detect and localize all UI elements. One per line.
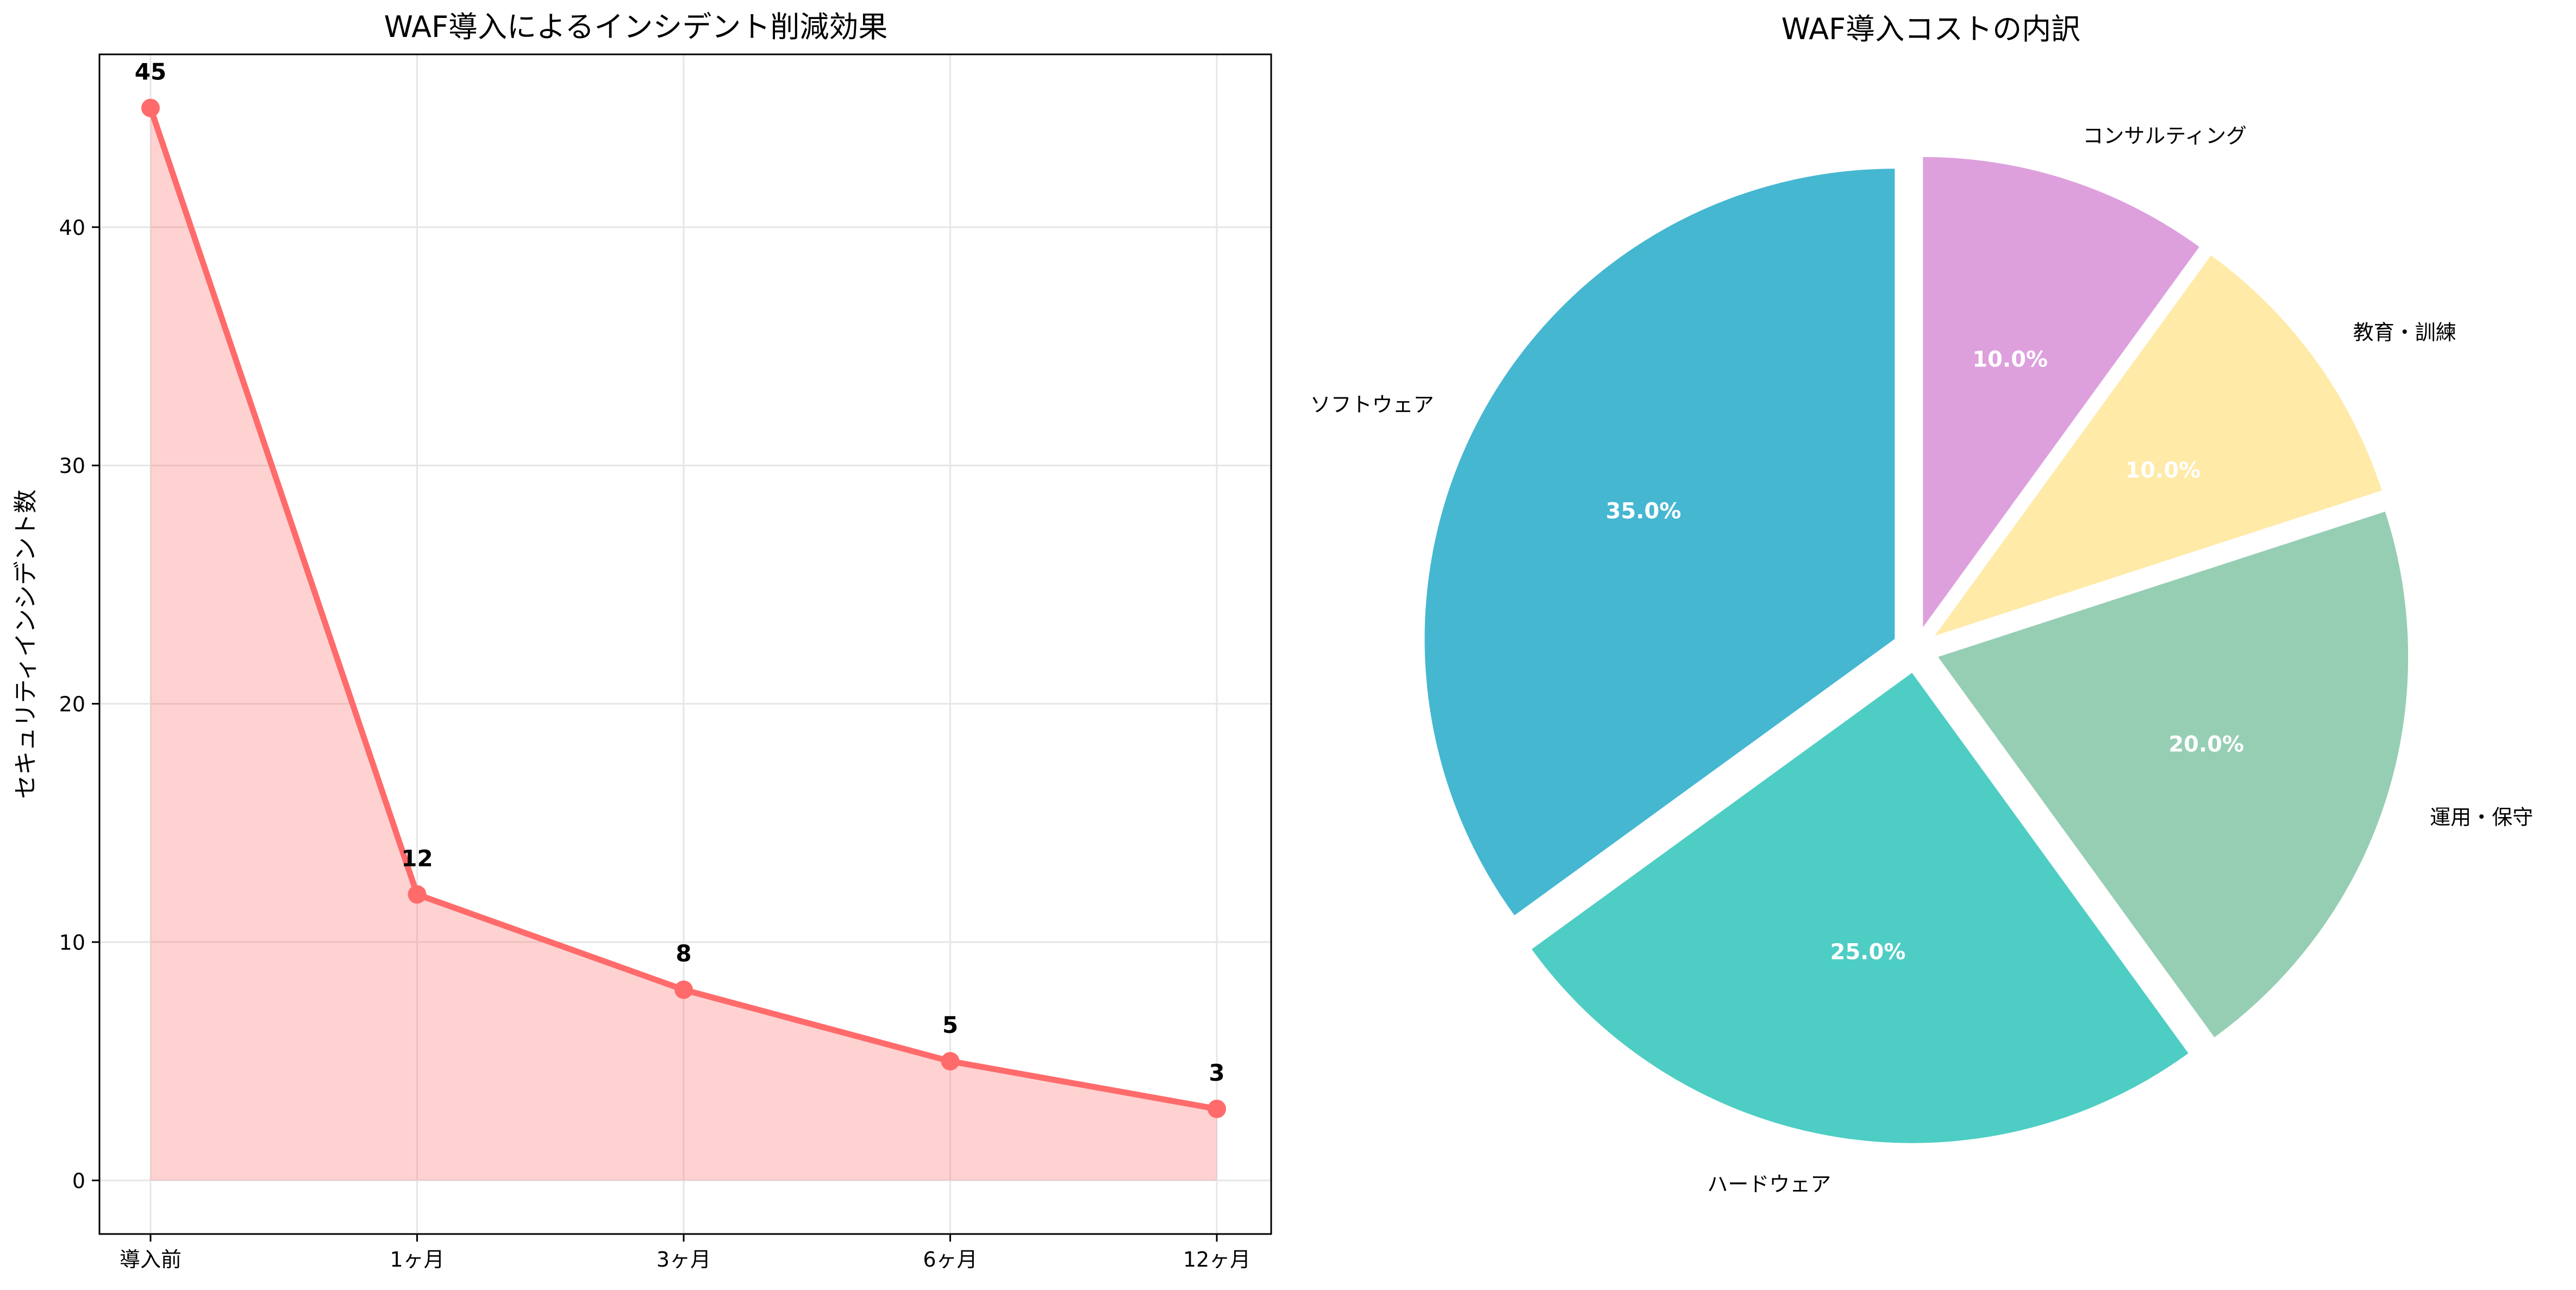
line-chart-area — [151, 108, 1217, 1181]
pie-chart-panel: WAF導入コストの内訳 35.0% ソフトウェア 25.0% ハードウェア 20.0% 運… — [1310, 12, 2533, 1196]
data-label: 12 — [401, 845, 433, 871]
data-label: 3 — [1209, 1060, 1224, 1086]
x-tick-label: 12ヶ月 — [1183, 1248, 1251, 1272]
pie-percent-label: 10.0% — [2125, 458, 2200, 483]
data-point — [408, 885, 427, 904]
pie-chart-labels: 35.0% ソフトウェア 25.0% ハードウェア 20.0% 運用・保守 10.0% 教育・… — [1310, 124, 2533, 1196]
pie-chart-title: WAF導入コストの内訳 — [1781, 12, 2080, 46]
y-tick-label: 0 — [72, 1169, 85, 1193]
line-chart-data-labels: 45 12 8 5 3 — [135, 59, 1225, 1086]
x-tick-label: 3ヶ月 — [656, 1248, 711, 1272]
pie-category-label: ソフトウェア — [1310, 392, 1434, 416]
data-point — [941, 1052, 960, 1071]
line-chart-title: WAF導入によるインシデント削減効果 — [384, 10, 888, 44]
line-chart-y-ticks: 0 10 20 30 40 — [59, 216, 99, 1193]
x-tick-label: 6ヶ月 — [923, 1248, 977, 1272]
pie-slice — [1934, 255, 2382, 636]
x-tick-label: 導入前 — [120, 1248, 182, 1272]
pie-slice — [1938, 512, 2409, 1038]
line-chart-y-axis-label: セキュリティインシデント数 — [12, 489, 40, 799]
pie-category-label: コンサルティング — [2083, 124, 2247, 148]
line-chart-points — [141, 98, 1226, 1118]
pie-percent-label: 25.0% — [1830, 939, 1906, 964]
data-label: 45 — [135, 59, 166, 85]
pie-slice — [1923, 157, 2199, 627]
data-point — [141, 98, 160, 117]
pie-percent-label: 35.0% — [1606, 499, 1681, 524]
data-point — [674, 980, 693, 999]
y-tick-label: 40 — [59, 216, 85, 240]
pie-percent-label: 20.0% — [2168, 732, 2244, 757]
data-label: 5 — [942, 1012, 958, 1038]
pie-category-label: 運用・保守 — [2430, 805, 2533, 829]
line-chart-x-ticks: 導入前 1ヶ月 3ヶ月 6ヶ月 12ヶ月 — [120, 1234, 1251, 1272]
x-tick-label: 1ヶ月 — [390, 1248, 444, 1272]
y-tick-label: 20 — [59, 693, 85, 716]
line-chart-axes-frame — [98, 53, 1272, 1235]
line-chart-grid — [99, 54, 1271, 1234]
pie-slice — [1424, 169, 1895, 915]
pie-chart-slices — [1424, 157, 2409, 1143]
y-tick-label: 30 — [59, 454, 85, 478]
pie-category-label: ハードウェア — [1707, 1173, 1831, 1196]
pie-slice — [1531, 672, 2189, 1143]
pie-category-label: 教育・訓練 — [2353, 320, 2456, 344]
y-tick-label: 10 — [59, 931, 85, 955]
data-label: 8 — [676, 940, 691, 967]
pie-percent-label: 10.0% — [1972, 347, 2048, 372]
data-point — [1208, 1099, 1226, 1118]
line-chart-panel: WAF導入によるインシデント削減効果 45 12 8 5 3 0 10 20 30 40 導入前… — [12, 10, 1272, 1272]
